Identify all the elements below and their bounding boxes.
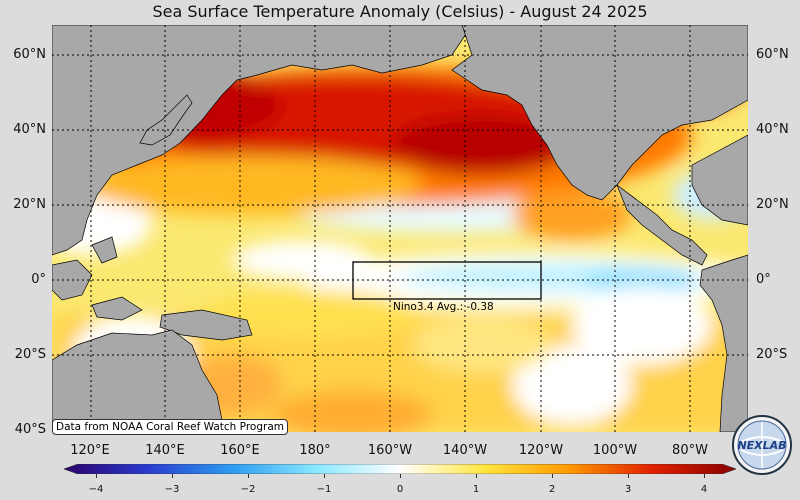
philippines [91, 236, 118, 264]
colorbar-tick-label: 3 [624, 484, 632, 495]
colorbar-tick-label: 4 [700, 484, 708, 495]
colorbar-tick-mark [96, 474, 97, 478]
australia [52, 329, 223, 432]
sst-anomaly-map [52, 25, 748, 432]
lon-label-100w: 100°W [592, 443, 638, 458]
asia-landmass [52, 25, 473, 256]
lat-label-left-20s: 20°S [14, 347, 46, 362]
lon-label-120e: 120°E [70, 443, 110, 458]
gridlines [52, 25, 748, 432]
colorbar-tick-mark [704, 474, 705, 478]
colorbar-tick-label: 1 [472, 484, 480, 495]
japan [139, 94, 193, 146]
nino34-average-label: Nino3.4 Avg.: -0.38 [393, 301, 494, 313]
colorbar-tick-mark [552, 474, 553, 478]
colorbar-tick-mark [324, 474, 325, 478]
new-guinea [159, 309, 253, 341]
colorbar-tick-mark [476, 474, 477, 478]
colorbar-tick-mark [248, 474, 249, 478]
colorbar-tick-mark [172, 474, 173, 478]
lat-label-left-60n: 60°N [13, 47, 46, 62]
lat-label-left-40s: 40°S [14, 422, 46, 437]
central-america [616, 183, 708, 266]
caribbean-land [691, 134, 748, 226]
lat-label-left-40n: 40°N [13, 122, 46, 137]
logo-text: NEXLAB [737, 439, 786, 452]
sulawesi [91, 296, 143, 321]
data-credit: Data from NOAA Coral Reef Watch Program [52, 419, 288, 435]
colorbar-tick-label: −2 [240, 484, 256, 495]
lat-label-right-40n: 40°N [756, 122, 789, 137]
lat-label-right-20s: 20°S [756, 347, 788, 362]
colorbar-tick-label: −4 [88, 484, 104, 495]
nexlab-logo: NEXLAB [732, 415, 792, 475]
lat-label-left-20n: 20°N [13, 197, 46, 212]
page-title: Sea Surface Temperature Anomaly (Celsius… [152, 2, 648, 21]
anomaly-field [52, 60, 748, 432]
colorbar-tick-mark [628, 474, 629, 478]
colorbar [64, 464, 736, 474]
lon-label-140e: 140°E [145, 443, 185, 458]
colorbar-tick-label: 0 [396, 484, 404, 495]
north-america [451, 25, 748, 201]
lat-label-right-0: 0° [756, 272, 771, 287]
lon-label-140w: 140°W [442, 443, 488, 458]
lon-label-80w: 80°W [672, 443, 708, 458]
nino34-box [352, 261, 542, 300]
lat-label-right-60n: 60°N [756, 47, 789, 62]
lon-label-180: 180° [299, 443, 331, 458]
colorbar-tick-label: −3 [164, 484, 180, 495]
lon-label-120w: 120°W [518, 443, 564, 458]
lat-label-left-0: 0° [31, 272, 46, 287]
colorbar-tick-mark [400, 474, 401, 478]
south-america [699, 254, 748, 432]
colorbar-tick-label: 2 [548, 484, 556, 495]
lat-label-right-20n: 20°N [756, 197, 789, 212]
colorbar-tick-label: −1 [316, 484, 332, 495]
lon-label-160e: 160°E [220, 443, 260, 458]
lon-label-160w: 160°W [367, 443, 413, 458]
